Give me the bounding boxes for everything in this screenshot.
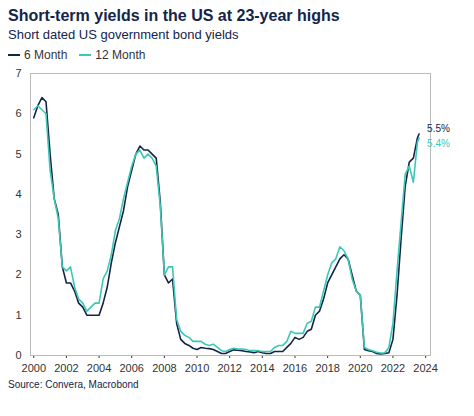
svg-text:5.4%: 5.4% — [427, 138, 450, 149]
svg-text:2014: 2014 — [250, 362, 274, 374]
svg-text:2: 2 — [15, 268, 21, 280]
svg-text:6: 6 — [15, 107, 21, 119]
svg-text:2006: 2006 — [119, 362, 143, 374]
svg-text:2022: 2022 — [381, 362, 405, 374]
html-text:Short-term yields in the US at: Short-term yields in the US at 23-year h… — [8, 7, 340, 24]
svg-text:5: 5 — [15, 148, 21, 160]
svg-text:5.5%: 5.5% — [427, 123, 450, 134]
svg-text:2000: 2000 — [22, 362, 46, 374]
html-text:Source: Convera, Macrobond: Source: Convera, Macrobond — [8, 379, 139, 390]
svg-text:2002: 2002 — [54, 362, 78, 374]
svg-text:2008: 2008 — [152, 362, 176, 374]
svg-text:2012: 2012 — [217, 362, 241, 374]
svg-text:2010: 2010 — [185, 362, 209, 374]
svg-text:2016: 2016 — [283, 362, 307, 374]
html-text:12 Month: 12 Month — [95, 48, 146, 62]
html-text:Short dated US government bond: Short dated US government bond yields — [8, 27, 239, 42]
svg-text:2018: 2018 — [315, 362, 339, 374]
svg-text:3: 3 — [15, 228, 21, 240]
html-text:6 Month: 6 Month — [24, 48, 68, 62]
svg-text:2004: 2004 — [87, 362, 111, 374]
svg-text:4: 4 — [15, 188, 21, 200]
svg-text:2024: 2024 — [413, 362, 437, 374]
svg-text:1: 1 — [15, 309, 21, 321]
svg-text:7: 7 — [15, 67, 21, 79]
svg-text:2020: 2020 — [348, 362, 372, 374]
svg-text:0: 0 — [15, 349, 21, 361]
